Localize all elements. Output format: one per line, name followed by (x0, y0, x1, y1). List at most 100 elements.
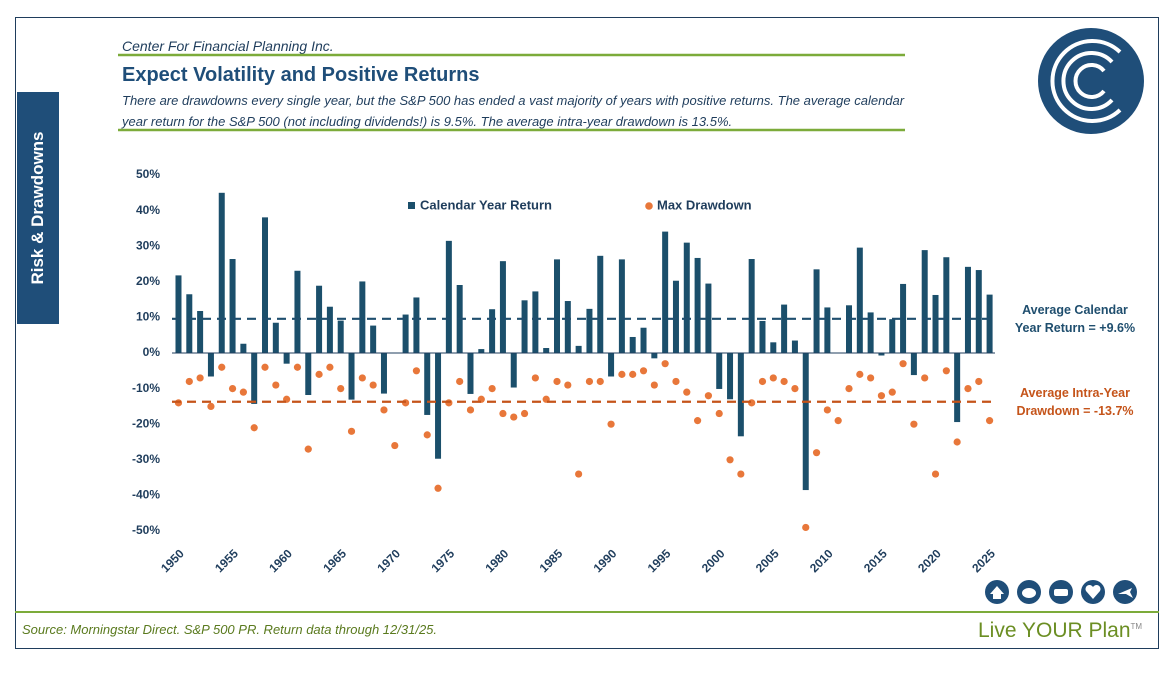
legend-swatch (408, 202, 415, 209)
y-tick-label: 40% (136, 203, 160, 217)
point (618, 370, 626, 378)
x-tick-label: 2025 (969, 546, 998, 575)
bar (889, 319, 896, 353)
point (791, 385, 799, 393)
point (412, 367, 421, 375)
bar (640, 327, 647, 353)
bar (618, 259, 625, 353)
bar (802, 353, 809, 491)
bar (716, 353, 723, 389)
x-tick-label: 1955 (212, 546, 241, 575)
bar (424, 353, 431, 415)
point (304, 445, 312, 453)
point (531, 374, 539, 382)
point (856, 370, 864, 378)
bar (759, 320, 766, 353)
point (942, 367, 950, 375)
point (228, 385, 237, 393)
point (391, 441, 399, 450)
bar (326, 306, 333, 353)
bar (478, 349, 485, 353)
y-tick-label: -40% (132, 488, 160, 502)
point (953, 438, 961, 446)
bar (489, 309, 496, 353)
x-tick-label: 2015 (861, 546, 890, 575)
bar (986, 294, 993, 353)
bar (251, 353, 258, 404)
bar (564, 301, 571, 353)
bar (791, 340, 798, 353)
point (564, 381, 572, 389)
bar (737, 353, 744, 437)
point (347, 427, 356, 435)
point (985, 417, 994, 425)
point (867, 374, 875, 382)
point (899, 360, 907, 368)
bar (543, 348, 550, 353)
point (769, 374, 777, 382)
reference-label: Year Return = +9.6% (1015, 321, 1135, 335)
point (834, 417, 842, 425)
y-tick-label: 0% (143, 345, 161, 359)
bar (846, 305, 853, 353)
bar (694, 257, 701, 353)
bar (824, 307, 831, 353)
point (715, 409, 723, 418)
point (975, 377, 983, 386)
point (650, 381, 658, 389)
bar (608, 353, 615, 377)
legend-label: Calendar Year Return (420, 197, 552, 212)
bar (781, 304, 788, 353)
bar (770, 342, 777, 353)
point (737, 470, 745, 478)
point (607, 420, 615, 428)
frame (15, 17, 1159, 649)
point (639, 367, 648, 375)
point (596, 377, 604, 386)
point (207, 402, 215, 410)
icons (985, 580, 1137, 604)
point (964, 385, 972, 393)
x-tick-label: 1960 (266, 546, 295, 575)
bar (532, 291, 539, 353)
y-tick-label: 30% (136, 238, 160, 252)
point (272, 381, 280, 389)
source: Source: Morningstar Direct. S&P 500 PR. … (22, 622, 438, 637)
bar (435, 353, 442, 459)
point (434, 484, 442, 492)
point (931, 470, 940, 478)
x-tick-label: 2020 (915, 546, 944, 575)
bar (262, 217, 269, 353)
point (921, 374, 929, 382)
point (380, 406, 388, 414)
bar (521, 300, 528, 353)
bar (705, 283, 712, 353)
y-tick-label: -20% (132, 416, 160, 430)
x-tick-label: 1950 (158, 546, 187, 575)
x-tick-label: 1990 (591, 546, 620, 575)
bar (910, 353, 917, 376)
point (672, 377, 680, 386)
bar (348, 353, 355, 400)
point (553, 377, 561, 386)
bar (370, 325, 377, 353)
point (261, 363, 269, 371)
bar (445, 240, 452, 353)
point (812, 449, 821, 457)
y-tick-label: 20% (136, 274, 160, 288)
bar (467, 353, 474, 394)
subtitle: There are drawdowns every single year, b… (122, 93, 905, 129)
point (499, 409, 507, 418)
point (877, 392, 886, 400)
title: Expect Volatility and Positive Returns (122, 64, 480, 86)
legend-label: Max Drawdown (657, 197, 752, 212)
point (510, 413, 518, 421)
bar (672, 280, 679, 353)
point (337, 385, 345, 393)
x-tick-label: 1970 (374, 546, 403, 575)
point (456, 377, 464, 386)
bar (878, 353, 885, 356)
bar (651, 353, 658, 359)
point (185, 377, 193, 386)
x-tick-label: 2005 (753, 546, 782, 575)
